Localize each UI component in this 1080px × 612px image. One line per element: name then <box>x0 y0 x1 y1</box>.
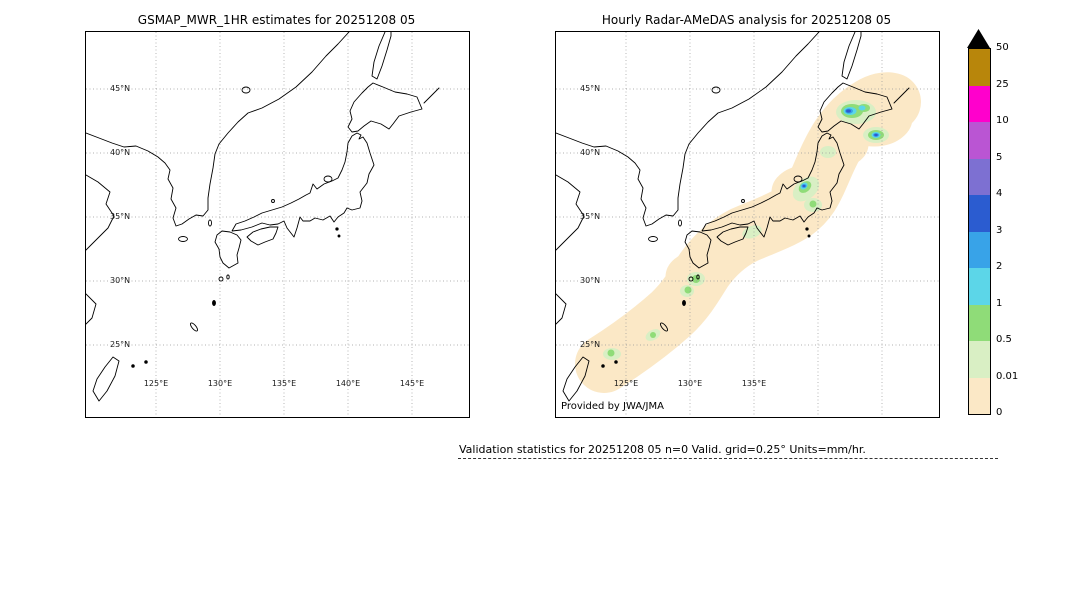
precipitation-layer <box>575 72 921 393</box>
colorbar-tick-label: 10 <box>996 115 1009 126</box>
colorbar-tick-label: 50 <box>996 42 1009 53</box>
caption-text: Validation statistics for 20251208 05 n=… <box>459 443 866 456</box>
colorbar-tick-label: 2 <box>996 261 1003 272</box>
lon-tick-label: 130°E <box>207 379 233 388</box>
lon-tick-label: 130°E <box>677 379 703 388</box>
colorbar-tick-label: 0.01 <box>996 370 1019 382</box>
lat-tick-label: 40°N <box>110 148 131 157</box>
colorbar-segment <box>969 341 990 378</box>
lon-tick-label: 135°E <box>741 379 767 388</box>
right-map-panel: 45°N 40°N 35°N 30°N 25°N 125°E 130°E 135… <box>555 31 940 418</box>
lat-tick-label: 45°N <box>110 84 131 93</box>
right-panel-title: Hourly Radar-AMeDAS analysis for 2025120… <box>601 13 892 27</box>
colorbar-extend-triangle <box>967 29 990 48</box>
lon-tick-label: 135°E <box>271 379 297 388</box>
lat-tick-label: 35°N <box>580 212 601 221</box>
precip-3-4 <box>802 109 878 188</box>
colorbar-segment <box>969 304 990 341</box>
colorbar-segment <box>969 85 990 122</box>
left-map-svg <box>86 32 469 417</box>
lat-tick-label: 25°N <box>580 340 601 349</box>
lon-tick-label: 125°E <box>613 379 639 388</box>
colorbar-tick-label: 0.5 <box>996 334 1012 345</box>
caption-divider <box>458 458 998 459</box>
colorbar-tick-label: 0 <box>996 407 1003 418</box>
colorbar-segment <box>969 49 990 86</box>
lat-tick-label: 40°N <box>580 148 601 157</box>
japan-coastline <box>86 32 440 402</box>
colorbar-segment <box>969 195 990 232</box>
left-panel-title: GSMAP_MWR_1HR estimates for 20251208 05 <box>137 13 416 27</box>
colorbar-segment <box>969 231 990 268</box>
lon-tick-label: 125°E <box>143 379 169 388</box>
colorbar-tick-label: 1 <box>996 297 1003 309</box>
left-map-panel: 45°N 40°N 35°N 30°N 25°N 125°E 130°E 135… <box>85 31 470 418</box>
lat-tick-label: 25°N <box>110 340 131 349</box>
colorbar-tick-label: 25 <box>996 78 1009 90</box>
lon-tick-label: 145°E <box>399 379 425 388</box>
right-map-svg <box>556 32 939 417</box>
lat-tick-label: 30°N <box>580 276 601 285</box>
lon-tick-label: 140°E <box>335 379 361 388</box>
colorbar <box>968 48 991 415</box>
colorbar-segment <box>969 268 990 305</box>
colorbar-segment <box>969 122 990 159</box>
colorbar-tick-label: 5 <box>996 151 1003 163</box>
lat-tick-label: 45°N <box>580 84 601 93</box>
data-credit-label: Provided by JWA/JMA <box>561 401 664 412</box>
colorbar-tick-label: 4 <box>996 188 1003 199</box>
colorbar-segment <box>969 377 990 414</box>
colorbar-segment <box>969 158 990 195</box>
lat-tick-label: 35°N <box>110 212 131 221</box>
lat-tick-label: 30°N <box>110 276 131 285</box>
precip-0.01-0.5 <box>603 100 889 360</box>
colorbar-tick-label: 3 <box>996 224 1003 236</box>
